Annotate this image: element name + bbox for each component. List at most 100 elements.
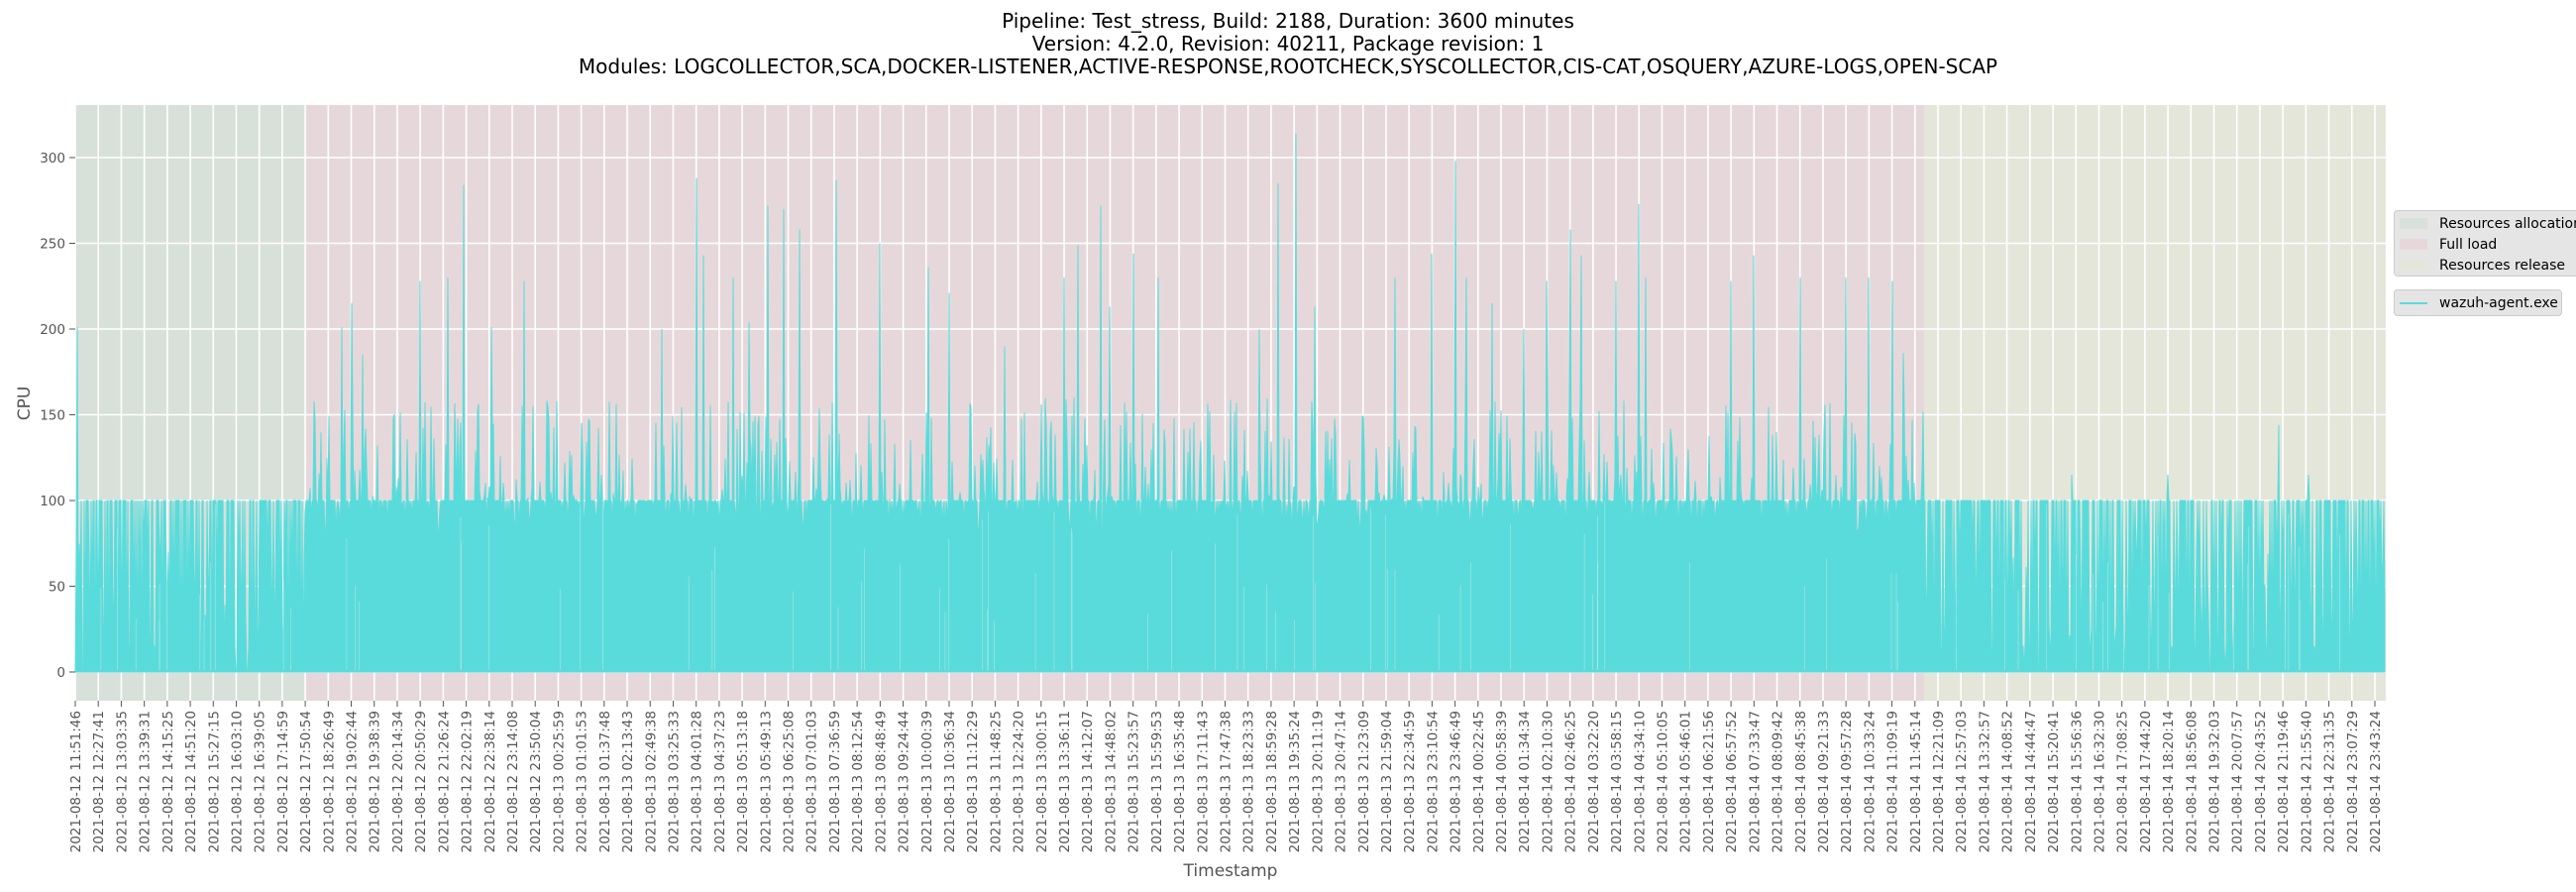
y-tick-label: 200 [40,322,65,338]
x-tick-label: 2021-08-13 11:48:25 [988,711,1004,852]
x-tick-label: 2021-08-14 07:33:47 [1747,711,1763,852]
swatch-resources-release-icon [2400,260,2427,271]
x-tick-label: 2021-08-12 23:14:08 [505,711,521,852]
x-tick-label: 2021-08-14 03:58:15 [1609,711,1625,852]
x-tick-label: 2021-08-13 14:12:07 [1080,711,1096,852]
cpu-series-area [74,133,2386,673]
x-tick-label: 2021-08-13 23:10:54 [1425,711,1441,852]
x-tick-label: 2021-08-14 21:19:46 [2276,711,2292,852]
x-tick-label: 2021-08-12 19:38:39 [368,711,383,852]
line-swatch-icon [2400,301,2427,304]
x-tick-label: 2021-08-13 10:36:34 [942,711,958,852]
x-axis-label: Timestamp [1183,861,1278,881]
legend-label: Resources allocation [2439,215,2576,232]
swatch-full-load-icon [2400,239,2427,250]
x-tick-label: 2021-08-14 20:43:52 [2253,711,2269,852]
x-tick-label: 2021-08-14 15:20:41 [2046,711,2062,852]
x-tick-label: 2021-08-13 21:23:09 [1356,711,1372,852]
x-tick-label: 2021-08-13 13:36:11 [1057,711,1073,852]
x-tick-label: 2021-08-13 08:48:49 [873,711,889,852]
x-tick-label: 2021-08-14 19:32:03 [2207,711,2223,852]
legend-item-full-load: Full load [2395,234,2576,255]
x-tick-label: 2021-08-13 23:46:49 [1449,711,1464,852]
title-line-pipeline: Pipeline: Test_stress, Build: 2188, Dura… [1002,9,1574,33]
x-tick-label: 2021-08-13 07:36:59 [827,711,843,852]
x-tick-label: 2021-08-13 11:12:29 [965,711,981,852]
x-tick-label: 2021-08-13 05:49:13 [758,711,774,852]
x-tick-label: 2021-08-14 14:08:52 [2000,711,2016,852]
x-tick-label: 2021-08-12 20:50:29 [413,711,429,852]
x-tick-label: 2021-08-12 13:03:35 [114,711,130,852]
x-tick-label: 2021-08-14 06:21:56 [1701,711,1717,852]
x-tick-label: 2021-08-13 10:00:39 [919,711,935,852]
title-line-modules: Modules: LOGCOLLECTOR,SCA,DOCKER-LISTENE… [578,55,1998,78]
legend-item-resources-release: Resources release [2395,255,2576,276]
x-tick-label: 2021-08-13 03:25:33 [666,711,682,852]
x-tick-label: 2021-08-14 02:10:30 [1540,711,1556,852]
x-tick-label: 2021-08-12 14:15:25 [161,711,176,852]
x-tick-label: 2021-08-12 13:39:31 [138,711,154,852]
x-tick-label: 2021-08-12 23:50:04 [528,711,544,852]
y-tick-label: 100 [40,494,65,509]
y-tick-label: 150 [40,408,65,424]
x-tick-label: 2021-08-13 17:47:38 [1219,711,1234,852]
x-tick-label: 2021-08-14 10:33:24 [1862,711,1878,852]
x-tick-label: 2021-08-14 09:21:33 [1816,711,1832,852]
x-tick-label: 2021-08-13 15:23:57 [1127,711,1142,852]
x-tick-label: 2021-08-14 21:55:40 [2299,711,2314,852]
x-tick-label: 2021-08-12 18:26:49 [321,711,337,852]
x-tick-label: 2021-08-13 08:12:54 [850,711,866,852]
x-tick-label: 2021-08-14 08:09:42 [1771,711,1786,852]
x-tick-label: 2021-08-13 13:00:15 [1034,711,1050,852]
x-tick-label: 2021-08-12 12:27:41 [91,711,107,852]
x-tick-label: 2021-08-14 18:20:14 [2161,711,2177,852]
x-tick-label: 2021-08-14 00:22:45 [1471,711,1487,852]
x-tick-label: 2021-08-13 15:59:53 [1149,711,1165,852]
series-legend: wazuh-agent.exe [2394,289,2562,316]
x-tick-label: 2021-08-14 11:45:14 [1908,711,1924,852]
x-tick-label: 2021-08-13 18:59:28 [1264,711,1280,852]
phase-legend: Resources allocation Full load Resources… [2394,210,2576,277]
legend-item-wazuh-agent: wazuh-agent.exe [2395,292,2561,313]
x-tick-label: 2021-08-13 09:24:44 [897,711,912,852]
x-tick-label: 2021-08-13 17:11:43 [1195,711,1211,852]
x-tick-label: 2021-08-13 04:37:23 [712,711,728,852]
x-tick-label: 2021-08-13 21:59:04 [1379,711,1395,852]
x-tick-label: 2021-08-14 12:57:03 [1954,711,1970,852]
x-tick-label: 2021-08-14 23:07:29 [2345,711,2361,852]
x-tick-label: 2021-08-13 16:35:48 [1172,711,1188,852]
x-tick-label: 2021-08-14 23:43:24 [2368,711,2384,852]
y-tick-label: 50 [49,580,65,596]
x-tick-label: 2021-08-14 17:44:20 [2138,711,2154,852]
x-tick-label: 2021-08-13 14:48:02 [1103,711,1119,852]
x-tick-label: 2021-08-13 04:01:28 [690,711,705,852]
y-tick-label: 300 [40,151,65,167]
x-tick-label: 2021-08-13 01:37:48 [597,711,613,852]
x-tick-label: 2021-08-13 18:23:33 [1241,711,1257,852]
x-tick-label: 2021-08-12 19:02:44 [345,711,361,852]
legend-label: Full load [2439,236,2498,253]
x-tick-label: 2021-08-12 11:51:46 [68,711,84,852]
x-tick-label: 2021-08-12 15:27:15 [206,711,222,852]
y-axis-label: CPU [15,387,35,421]
x-tick-label: 2021-08-14 00:58:39 [1494,711,1510,852]
series-wazuh-agent [74,133,2386,673]
x-tick-label: 2021-08-12 16:39:05 [253,711,268,852]
x-tick-label: 2021-08-13 20:47:14 [1334,711,1349,852]
x-tick-label: 2021-08-12 22:38:14 [483,711,498,852]
x-tick-label: 2021-08-13 22:34:59 [1402,711,1418,852]
title-line-version: Version: 4.2.0, Revision: 40211, Package… [1031,32,1545,56]
x-tick-label: 2021-08-14 15:56:36 [2069,711,2085,852]
x-tick-label: 2021-08-13 20:11:19 [1310,711,1326,852]
x-tick-label: 2021-08-14 05:10:05 [1655,711,1670,852]
legend-label: wazuh-agent.exe [2439,294,2558,311]
x-tick-label: 2021-08-12 21:26:24 [436,711,452,852]
y-tick-label: 0 [56,665,65,681]
x-tick-label: 2021-08-14 18:56:08 [2184,711,2200,852]
x-tick-label: 2021-08-13 05:13:18 [735,711,751,852]
x-tick-label: 2021-08-13 19:35:24 [1287,711,1303,852]
x-tick-label: 2021-08-13 12:24:20 [1012,711,1027,852]
x-tick-label: 2021-08-12 17:50:54 [298,711,314,852]
x-tick-label: 2021-08-14 01:34:34 [1517,711,1533,852]
x-tick-label: 2021-08-12 22:02:19 [460,711,476,852]
